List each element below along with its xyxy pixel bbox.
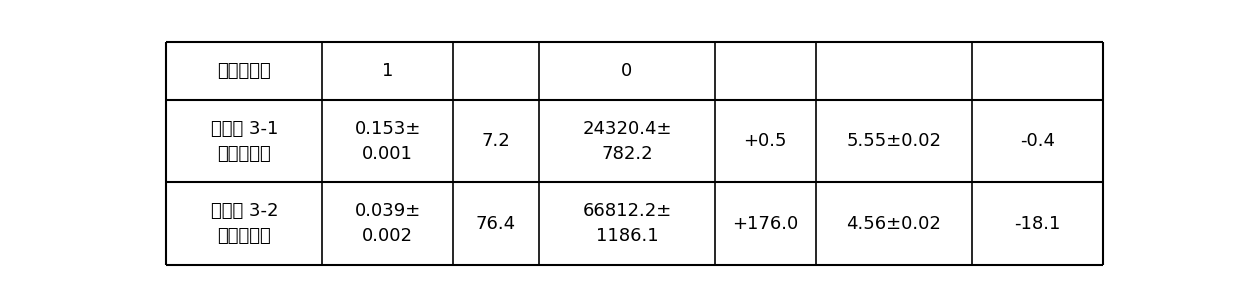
Text: 4.56±0.02: 4.56±0.02 bbox=[847, 215, 941, 233]
Text: 0.153±
0.001: 0.153± 0.001 bbox=[354, 120, 421, 163]
Text: 0: 0 bbox=[621, 62, 633, 80]
Text: -18.1: -18.1 bbox=[1014, 215, 1061, 233]
Text: 76.4: 76.4 bbox=[475, 215, 516, 233]
Text: +176.0: +176.0 bbox=[732, 215, 799, 233]
Text: 对比例 3-2
（甘氨酸）: 对比例 3-2 （甘氨酸） bbox=[210, 202, 279, 245]
Text: 0.039±
0.002: 0.039± 0.002 bbox=[354, 202, 421, 245]
Text: 24320.4±
782.2: 24320.4± 782.2 bbox=[582, 120, 672, 163]
Text: 5.55±0.02: 5.55±0.02 bbox=[847, 132, 941, 150]
Text: 1: 1 bbox=[383, 62, 394, 80]
Text: 66812.2±
1186.1: 66812.2± 1186.1 bbox=[582, 202, 671, 245]
Text: +0.5: +0.5 bbox=[744, 132, 787, 150]
Text: -0.4: -0.4 bbox=[1020, 132, 1055, 150]
Text: 对比例 3-1
（甘氨酸）: 对比例 3-1 （甘氨酸） bbox=[210, 120, 279, 163]
Text: 7.2: 7.2 bbox=[482, 132, 510, 150]
Text: （甘氨酸）: （甘氨酸） bbox=[218, 62, 271, 80]
